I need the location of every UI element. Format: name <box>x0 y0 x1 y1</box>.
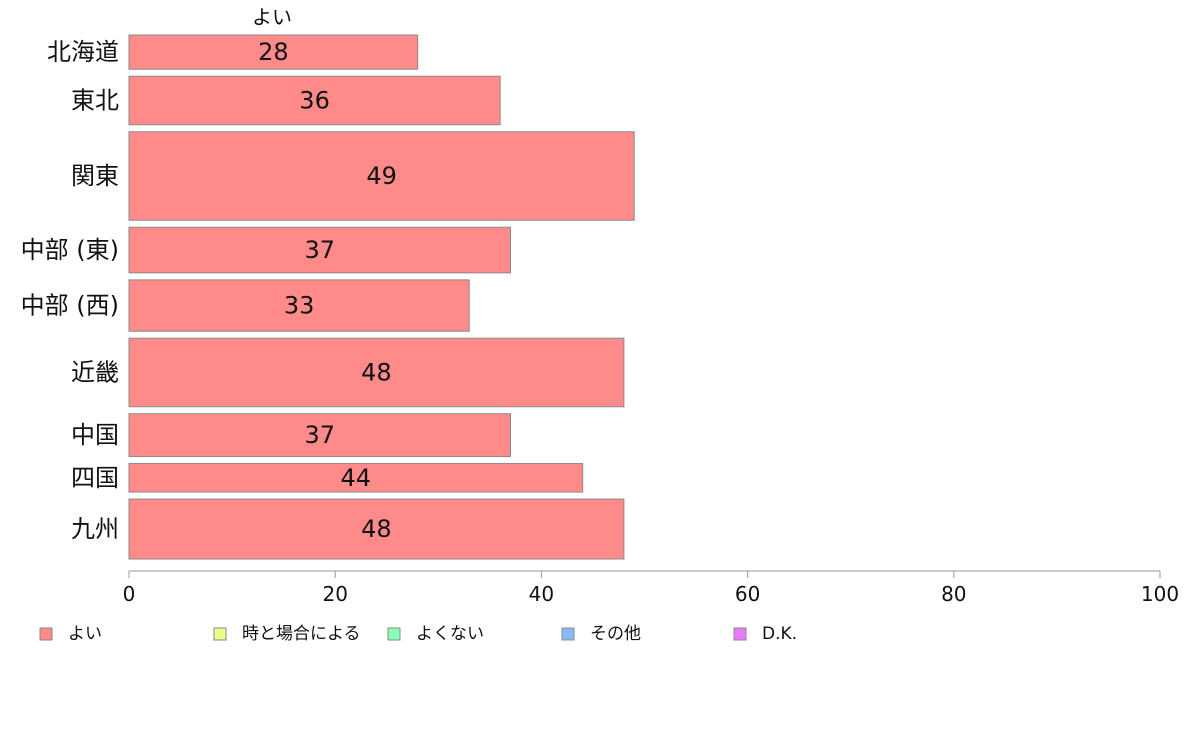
bar <box>128 75 501 126</box>
legend-swatch <box>561 627 575 641</box>
data-label: 37 <box>304 421 335 449</box>
data-label: 49 <box>366 162 397 190</box>
data-label: 48 <box>361 515 392 543</box>
legend-swatch <box>387 627 401 641</box>
category-label: 中部 (東) <box>21 236 119 264</box>
bar <box>128 131 635 221</box>
data-label: 48 <box>361 358 392 386</box>
category-label: 九州 <box>71 515 119 543</box>
legend: よい 時と場合による よくない その他 D.K. <box>39 624 797 644</box>
category-label: 四国 <box>71 464 119 492</box>
column-header: よい <box>252 5 292 29</box>
x-tick-label: 20 <box>322 582 347 606</box>
bar <box>128 226 511 274</box>
bar <box>128 279 470 332</box>
data-label: 36 <box>299 87 330 115</box>
x-axis: 0 20 40 60 80 100 <box>123 570 1179 606</box>
x-tick-label: 40 <box>529 582 554 606</box>
x-tick-label: 100 <box>1141 582 1179 606</box>
legend-swatch <box>39 627 53 641</box>
legend-label: よくない <box>416 624 484 644</box>
category-label: 北海道 <box>47 38 119 66</box>
x-tick-label: 0 <box>123 582 136 606</box>
bar <box>128 34 419 70</box>
bar <box>128 337 625 408</box>
x-tick-label: 80 <box>941 582 966 606</box>
bars-group: 北海道 28 東北 36 関東 49 中部 (東) 37 中部 (西) 33 近畿 48 中国 37 四国 4… <box>21 34 635 560</box>
data-label: 44 <box>341 464 372 492</box>
category-label: 東北 <box>71 87 119 115</box>
category-label: 近畿 <box>71 358 119 386</box>
bar <box>128 498 625 560</box>
category-label: 関東 <box>71 162 119 190</box>
legend-label: よい <box>68 624 102 644</box>
legend-label: D.K. <box>762 624 797 644</box>
bar <box>128 463 584 493</box>
data-label: 28 <box>258 38 289 66</box>
legend-swatch <box>733 627 747 641</box>
data-label: 37 <box>304 236 335 264</box>
x-tick-label: 60 <box>735 582 760 606</box>
category-label: 中部 (西) <box>21 292 119 320</box>
bar <box>128 413 511 458</box>
legend-swatch <box>213 627 227 641</box>
legend-label: その他 <box>590 624 641 644</box>
category-label: 中国 <box>71 421 119 449</box>
data-label: 33 <box>284 292 315 320</box>
legend-label: 時と場合による <box>242 624 361 644</box>
